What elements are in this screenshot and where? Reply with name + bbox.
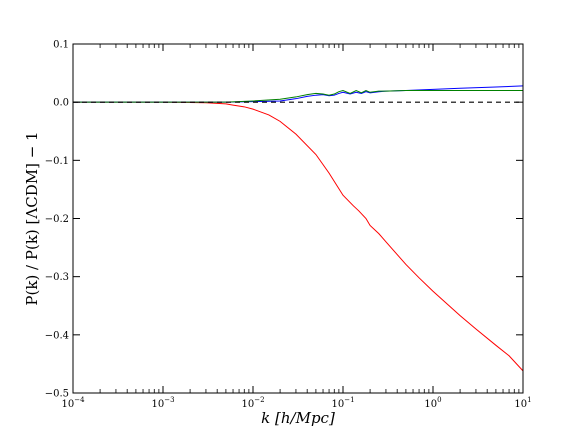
y-tick-label: −0.3 bbox=[45, 272, 69, 283]
x-tick-label: 10−3 bbox=[151, 396, 174, 410]
y-tick-label: −0.1 bbox=[45, 156, 69, 167]
y-tick-label: −0.5 bbox=[45, 389, 69, 400]
y-tick-label: −0.4 bbox=[45, 330, 69, 341]
x-tick-label: 100 bbox=[424, 396, 441, 410]
x-tick-label: 10−2 bbox=[241, 396, 264, 410]
x-tick-label: 10−4 bbox=[61, 396, 85, 410]
series-line-3 bbox=[73, 89, 523, 103]
y-axis-label: P(k) / P(k) [ΛCDM] − 1 bbox=[23, 131, 41, 305]
tick-layer: 10−4 10−3 10−2 10−1 100 101 0.1 0.0 −0.1 −0.2 −0.3… bbox=[45, 40, 532, 411]
series-line-1 bbox=[73, 101, 524, 372]
x-axis-label: k [h/Mpc] bbox=[261, 409, 335, 427]
y-tick-label: −0.2 bbox=[45, 214, 69, 225]
series-layer bbox=[73, 85, 524, 372]
y-tick-label: 0.1 bbox=[53, 40, 69, 51]
x-tick-label: 10−1 bbox=[331, 396, 354, 410]
y-tick-label: 0.0 bbox=[53, 98, 69, 109]
x-tick-label: 101 bbox=[514, 396, 531, 410]
